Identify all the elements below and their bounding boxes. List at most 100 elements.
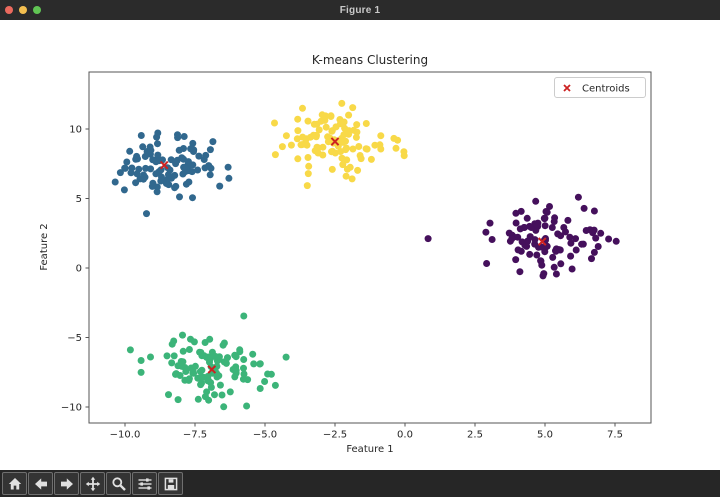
- data-point: [318, 111, 326, 119]
- data-point: [154, 129, 162, 137]
- y-tick-label: 10: [69, 125, 82, 136]
- data-point: [590, 207, 598, 215]
- move-icon: [85, 476, 100, 491]
- data-point: [188, 168, 196, 176]
- data-point: [190, 148, 197, 155]
- data-point: [140, 175, 147, 183]
- data-point: [377, 132, 385, 140]
- plot-area[interactable]: [89, 72, 651, 423]
- cluster-green: [126, 312, 290, 411]
- data-point: [171, 171, 179, 179]
- data-point: [612, 237, 620, 245]
- data-point: [514, 233, 522, 241]
- data-point: [342, 146, 350, 154]
- data-point: [526, 250, 534, 258]
- data-point: [512, 256, 520, 264]
- data-point: [508, 235, 516, 243]
- arrow-right-icon: [60, 477, 73, 490]
- data-point: [152, 170, 160, 178]
- data-point: [567, 239, 575, 247]
- data-point: [353, 121, 361, 129]
- data-point: [578, 240, 586, 248]
- data-point: [588, 255, 595, 263]
- data-point: [168, 359, 176, 367]
- data-point: [328, 165, 336, 173]
- x-axis-ticks: −10.0 −7.5 −5.0 −2.5 0.0 2.5 5.0 7.5: [110, 423, 623, 441]
- data-point: [597, 229, 605, 237]
- pan-button[interactable]: [80, 472, 105, 495]
- data-point: [198, 379, 205, 387]
- data-point: [141, 153, 149, 160]
- home-icon: [8, 477, 21, 489]
- forward-button[interactable]: [54, 472, 79, 495]
- data-point: [220, 339, 228, 347]
- data-point: [209, 138, 217, 146]
- data-point: [249, 350, 257, 358]
- figure-canvas[interactable]: −10.0 −7.5 −5.0 −2.5 0.0 2.5 5.0 7.5 −10 −5 0 5 10 …: [0, 20, 720, 470]
- maximize-button[interactable]: [33, 6, 41, 14]
- data-point: [148, 182, 156, 190]
- data-point: [537, 257, 545, 265]
- data-point: [353, 128, 361, 136]
- back-button[interactable]: [28, 472, 53, 495]
- subplots-button[interactable]: [132, 472, 157, 495]
- data-point: [176, 372, 184, 379]
- centroid-x-icon: [563, 84, 571, 92]
- data-point: [352, 133, 360, 141]
- data-point: [264, 370, 272, 378]
- data-point: [340, 131, 348, 139]
- data-point: [163, 352, 171, 360]
- data-point: [328, 127, 336, 135]
- data-point: [322, 123, 330, 131]
- x-tick-label: −5.0: [253, 430, 277, 441]
- data-point: [321, 116, 329, 124]
- window-titlebar[interactable]: Figure 1: [0, 0, 720, 20]
- minimize-button[interactable]: [19, 6, 27, 14]
- axes-frame: [88, 71, 652, 424]
- data-point: [512, 219, 520, 227]
- save-button[interactable]: [158, 472, 183, 495]
- data-point: [278, 143, 286, 151]
- x-tick-label: 7.5: [607, 430, 623, 441]
- data-point: [518, 238, 526, 246]
- data-point: [271, 151, 279, 159]
- data-point: [127, 169, 135, 177]
- data-point: [349, 145, 357, 153]
- data-point: [201, 339, 209, 346]
- data-point: [590, 248, 598, 256]
- data-point: [126, 346, 134, 354]
- data-point: [319, 143, 327, 151]
- data-point: [376, 141, 384, 149]
- data-point: [424, 235, 432, 243]
- data-point: [304, 154, 312, 161]
- data-point: [240, 356, 248, 363]
- centroid-marker: [159, 160, 169, 170]
- data-point: [240, 312, 248, 320]
- data-point: [232, 353, 240, 361]
- data-point: [205, 377, 212, 384]
- data-point: [196, 368, 204, 376]
- data-point: [482, 228, 490, 236]
- home-button[interactable]: [2, 472, 27, 495]
- zoom-button[interactable]: [106, 472, 131, 495]
- legend[interactable]: Centroids: [554, 77, 646, 98]
- data-point: [541, 222, 549, 230]
- data-point: [179, 331, 186, 339]
- data-point: [524, 237, 532, 245]
- data-point: [165, 181, 173, 189]
- data-point: [531, 240, 539, 248]
- data-point: [486, 219, 494, 227]
- data-point: [179, 358, 187, 366]
- data-point: [557, 260, 565, 268]
- data-point: [324, 138, 332, 146]
- data-point: [215, 372, 223, 380]
- data-point: [552, 247, 560, 255]
- data-point: [392, 144, 400, 152]
- close-button[interactable]: [5, 6, 13, 14]
- data-point: [362, 120, 370, 127]
- data-point: [294, 155, 302, 163]
- data-point: [147, 165, 155, 173]
- data-point: [202, 151, 210, 159]
- data-point: [147, 146, 155, 154]
- data-point: [212, 353, 220, 360]
